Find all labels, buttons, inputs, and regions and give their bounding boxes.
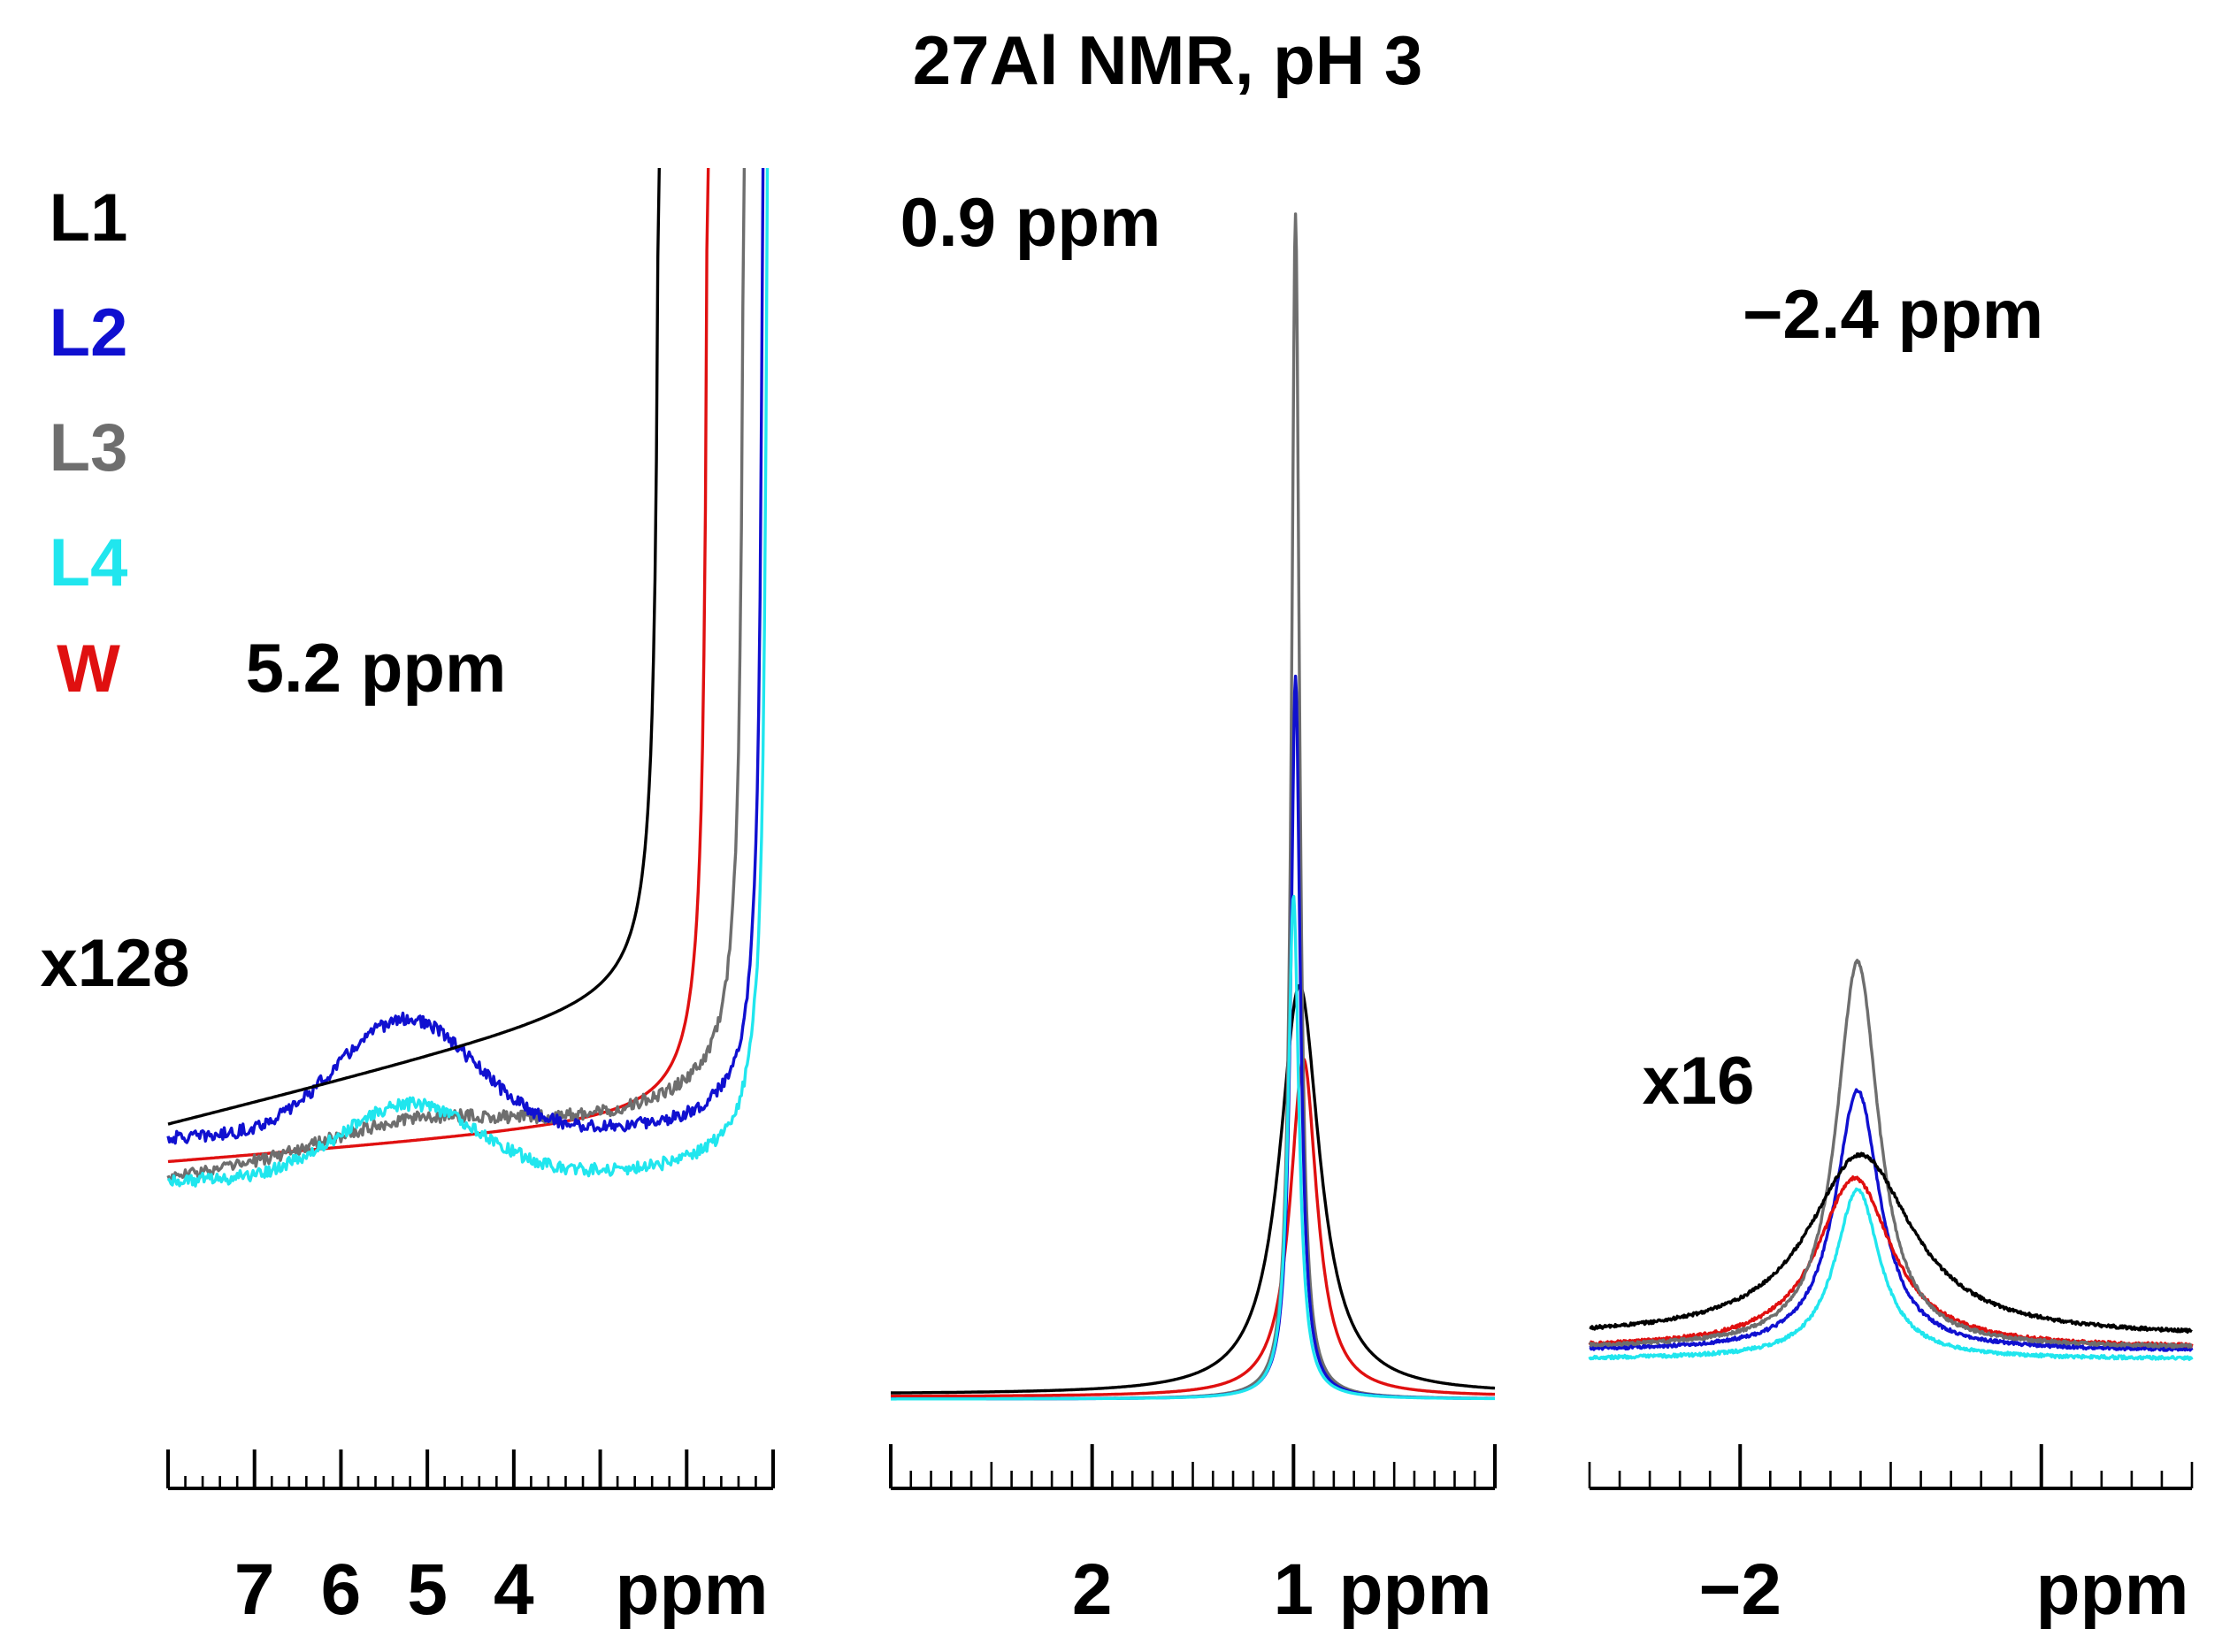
left-series-l3 xyxy=(166,167,747,1182)
right-series-l2 xyxy=(1589,1088,2194,1352)
middle-series-l4 xyxy=(890,894,1496,1401)
left-tick-label: 4 xyxy=(494,1549,534,1630)
chart-title: 27Al NMR, pH 3 xyxy=(913,21,1422,99)
left-series-l2 xyxy=(166,167,765,1145)
middle-peak-label: 0.9 ppm xyxy=(900,183,1161,261)
left-tick-label: 7 xyxy=(234,1549,275,1630)
left-peak-label: 5.2 ppm xyxy=(246,629,507,707)
plot-area xyxy=(166,167,2194,1401)
middle-series-l2 xyxy=(890,674,1496,1401)
middle-series-l3 xyxy=(890,212,1496,1401)
middle-series-w xyxy=(890,1057,1496,1398)
right-scale-label: x16 xyxy=(1643,1044,1755,1119)
left-series-l1 xyxy=(167,167,661,1126)
left-scale-label: x128 xyxy=(40,926,189,1001)
right-series-l4 xyxy=(1588,1187,2194,1361)
right-tick-label: −2 xyxy=(1699,1549,1782,1630)
legend: L1 L2 L3 L4 W xyxy=(50,180,128,707)
left-tick-label: 5 xyxy=(407,1549,448,1630)
right-x-axis-label: ppm xyxy=(2035,1549,2188,1630)
left-x-axis-label: ppm xyxy=(615,1549,768,1630)
legend-entry-l1: L1 xyxy=(50,180,128,256)
left-tick-label: 6 xyxy=(321,1549,362,1630)
legend-entry-l3: L3 xyxy=(50,410,128,486)
right-peak-label: −2.4 ppm xyxy=(1743,275,2043,353)
middle-x-axis-label: ppm xyxy=(1338,1549,1491,1630)
middle-tick-label: 1 xyxy=(1274,1549,1314,1630)
axes: 7 6 5 4 2 1 −2 xyxy=(166,1444,2194,1630)
middle-tick-label: 2 xyxy=(1072,1549,1113,1630)
legend-entry-l4: L4 xyxy=(50,525,128,600)
middle-series-l1 xyxy=(890,983,1496,1395)
right-series-l1 xyxy=(1589,1151,2193,1335)
left-series-l4 xyxy=(166,167,770,1188)
legend-entry-l2: L2 xyxy=(50,295,128,371)
legend-entry-w: W xyxy=(57,631,120,707)
right-series-l3 xyxy=(1588,959,2193,1350)
